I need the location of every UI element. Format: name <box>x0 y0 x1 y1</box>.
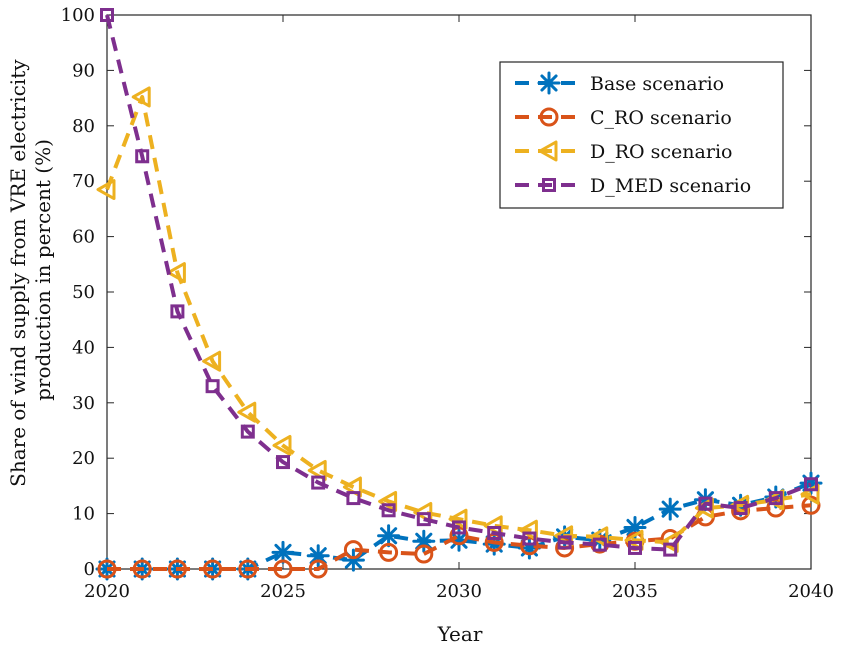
legend-entry: D_MED scenario <box>515 175 751 197</box>
data-point <box>237 401 257 423</box>
data-point <box>377 524 401 548</box>
series-line <box>107 503 812 571</box>
y-tick-label: 90 <box>72 60 95 81</box>
data-point <box>205 379 220 394</box>
data-point <box>628 540 642 555</box>
data-point <box>804 477 818 492</box>
data-point <box>132 559 152 579</box>
data-point <box>203 559 223 579</box>
y-tick-label: 70 <box>72 171 95 192</box>
data-point <box>100 8 114 22</box>
data-point <box>97 559 117 579</box>
y-tick-label: 80 <box>72 116 95 137</box>
x-tick-label: 2040 <box>788 581 834 602</box>
data-point <box>663 542 678 557</box>
legend-entry: Base scenario <box>515 71 724 95</box>
data-point <box>202 350 222 372</box>
data-point <box>698 496 713 511</box>
legend-marker <box>539 107 559 127</box>
series-line <box>105 14 812 552</box>
data-point <box>170 304 185 319</box>
data-point <box>379 542 399 562</box>
data-point <box>276 455 290 470</box>
legend-marker <box>537 71 561 95</box>
data-point <box>240 424 255 439</box>
x-tick-label: 2025 <box>260 581 306 602</box>
data-point <box>346 491 361 506</box>
legend-marker <box>538 140 558 162</box>
x-tick-label: 2035 <box>612 581 658 602</box>
y-tick-label: 30 <box>72 393 95 414</box>
series-2 <box>97 495 821 579</box>
data-point <box>519 536 539 556</box>
series-layer <box>95 8 823 581</box>
data-point <box>381 503 396 518</box>
legend-label: D_MED scenario <box>590 175 751 197</box>
data-point <box>522 531 537 546</box>
data-point <box>487 525 502 540</box>
y-axis-label-line-1: Share of wind supply from VRE electricit… <box>6 59 30 487</box>
data-point <box>801 495 821 515</box>
data-point <box>518 519 538 541</box>
data-point <box>311 475 326 490</box>
y-axis-label: Share of wind supply from VRE electricit… <box>6 53 55 487</box>
data-point <box>271 540 295 564</box>
y-tick-label: 10 <box>72 504 95 525</box>
data-point <box>416 512 431 527</box>
y-tick-label: 60 <box>72 227 95 248</box>
data-point <box>166 262 186 284</box>
legend: Base scenario C_RO scenario D_RO scenario D… <box>499 61 784 209</box>
data-point <box>658 497 682 521</box>
data-point <box>167 559 187 579</box>
y-tick-label: 50 <box>72 282 95 303</box>
data-point <box>414 544 434 564</box>
y-tick-label: 20 <box>72 448 95 469</box>
data-point <box>452 520 466 535</box>
legend-entry: C_RO scenario <box>515 107 732 129</box>
y-tick-label: 100 <box>61 5 95 26</box>
data-point <box>135 149 150 164</box>
data-point <box>308 559 328 579</box>
data-point <box>624 529 644 551</box>
data-point <box>448 508 468 530</box>
x-tick-label: 2020 <box>84 581 130 602</box>
series-4 <box>100 8 818 557</box>
y-tick-label: 0 <box>84 559 95 580</box>
legend-label: C_RO scenario <box>590 107 732 129</box>
y-axis-label-line-2: production in percent (%) <box>31 139 55 401</box>
data-point <box>592 537 607 552</box>
x-axis-label: Year <box>437 622 483 646</box>
x-axis-ticks: 2020 2025 2030 2035 2040 <box>84 15 834 602</box>
data-point <box>733 501 748 516</box>
data-point <box>557 535 572 550</box>
data-point <box>272 434 292 456</box>
data-point <box>273 559 293 579</box>
data-point <box>238 559 258 579</box>
legend-marker <box>542 178 556 192</box>
data-point <box>589 526 609 548</box>
data-point <box>307 459 327 481</box>
y-tick-label: 40 <box>72 337 95 358</box>
legend-label: D_RO scenario <box>590 141 732 163</box>
legend-entry: D_RO scenario <box>515 140 732 163</box>
data-point <box>131 86 151 108</box>
data-point <box>96 179 116 201</box>
data-point <box>343 540 363 560</box>
legend-label: Base scenario <box>590 73 724 95</box>
data-point <box>483 515 503 537</box>
x-tick-label: 2030 <box>436 581 482 602</box>
data-point <box>768 491 783 506</box>
